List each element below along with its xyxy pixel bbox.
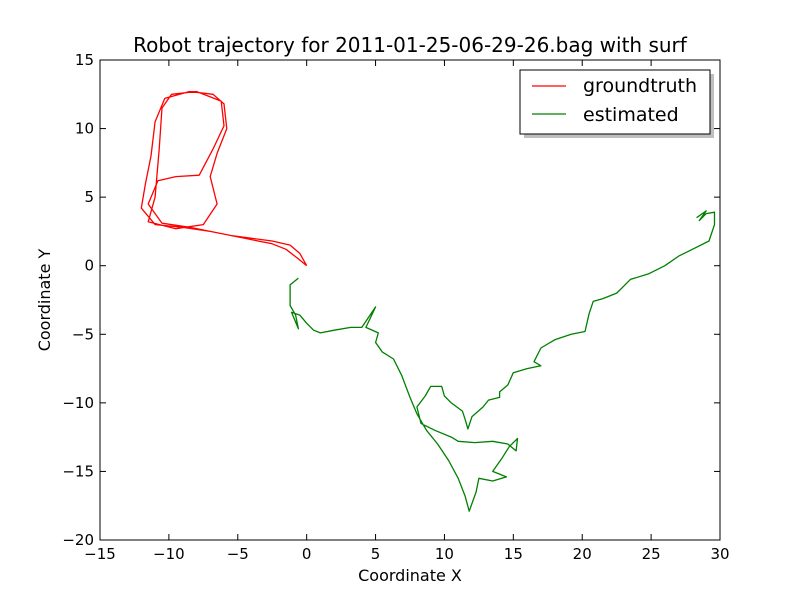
chart-title: Robot trajectory for 2011-01-25-06-29-26… <box>133 33 688 57</box>
y-axis-label: Coordinate Y <box>35 248 54 351</box>
x-tick-label: −5 <box>227 545 249 563</box>
x-tick-label: 5 <box>371 545 381 563</box>
y-tick-label: −15 <box>62 462 94 480</box>
x-tick-label: 30 <box>710 545 729 563</box>
y-tick-label: 10 <box>75 120 94 138</box>
y-tick-label: −5 <box>72 325 94 343</box>
x-tick-label: 20 <box>573 545 592 563</box>
legend-label-groundtruth: groundtruth <box>583 75 697 97</box>
x-tick-label: 15 <box>504 545 523 563</box>
plot-frame <box>99 59 721 541</box>
legend-box <box>519 69 711 135</box>
series-line-groundtruth <box>140 90 308 267</box>
legend: groundtruth estimated <box>519 69 714 138</box>
series-line-estimated <box>289 210 716 512</box>
y-tick-label: 0 <box>84 257 94 275</box>
x-axis-label: Coordinate X <box>358 566 462 585</box>
y-tick-label: −10 <box>62 394 94 412</box>
y-tick-label: 15 <box>75 51 94 69</box>
y-tick-label: −20 <box>62 531 94 549</box>
legend-label-estimated: estimated <box>583 104 679 126</box>
y-tick-label: 5 <box>84 188 94 206</box>
x-tick-label: 25 <box>642 545 661 563</box>
series-layer <box>140 90 716 512</box>
plot-area <box>100 60 720 540</box>
x-tick-label: 0 <box>302 545 312 563</box>
x-tick-label: −10 <box>153 545 185 563</box>
x-tick-label: 10 <box>435 545 454 563</box>
x-tick-label: −15 <box>84 545 116 563</box>
